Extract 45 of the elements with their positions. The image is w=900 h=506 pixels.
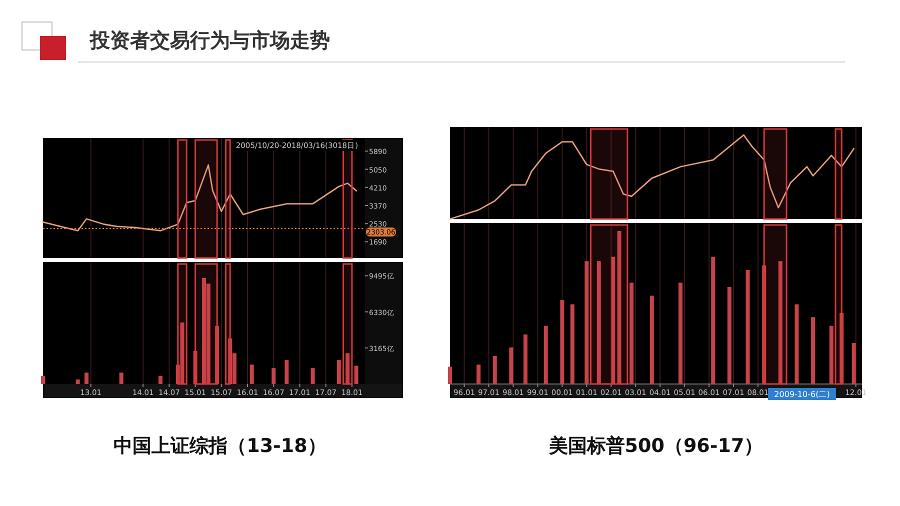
text: 2009-10-6(二) [774,390,830,399]
bar [746,270,750,384]
bar [762,265,766,384]
bar [180,322,184,384]
text: 中国上证综指（13-18） [114,435,326,457]
bar [596,261,601,384]
bar [544,326,548,384]
bar [711,256,716,384]
bar [76,379,80,384]
bar [523,334,528,384]
text: 投资者交易行为与市场走势 [89,28,330,52]
bar [284,360,289,384]
bar [840,312,844,384]
bar [476,364,481,384]
bar [250,364,254,384]
bar [41,376,45,384]
bar [852,342,856,384]
bar [650,296,654,384]
bar [158,376,162,384]
bar [727,287,732,384]
line-series [42,164,357,232]
bar [228,338,232,384]
text: 美国标普500（96-17） [548,435,764,457]
bar [272,368,276,384]
bar [570,304,574,384]
bar [354,366,358,384]
bar [193,350,198,384]
bar [560,300,564,384]
bar [794,304,799,384]
bar [310,368,315,384]
bar [584,261,589,384]
bar [448,366,452,384]
bar [346,353,350,384]
bar [811,317,816,384]
bar [215,326,220,384]
bar [611,256,616,384]
bar [617,231,622,384]
bar [630,282,634,384]
bar [84,372,89,384]
bar [492,356,497,384]
bar [336,360,341,384]
bar [778,261,782,384]
bar [509,347,514,384]
bar [119,372,124,384]
bar [678,282,682,384]
